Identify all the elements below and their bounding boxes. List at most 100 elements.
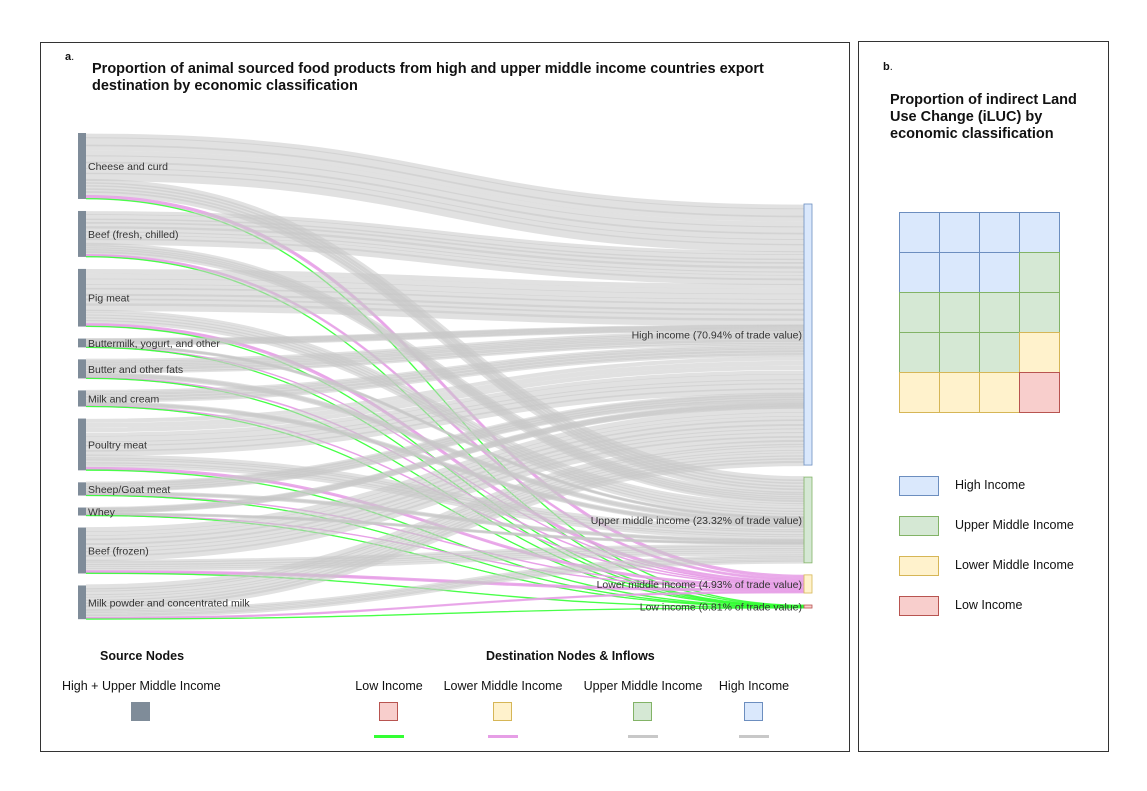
sankey-link-high bbox=[85, 407, 805, 533]
destination-node-upper_middle[interactable] bbox=[803, 476, 813, 564]
sankey-link-high bbox=[85, 423, 805, 549]
sankey-link-high bbox=[85, 353, 805, 401]
panel-b-letter: b. bbox=[883, 61, 893, 73]
sankey-link-high bbox=[85, 400, 805, 493]
sankey-link-high bbox=[85, 458, 805, 608]
waffle-legend-swatch bbox=[899, 476, 939, 496]
sankey-link-high bbox=[85, 339, 805, 371]
sankey-link-high bbox=[85, 397, 805, 489]
legend-destination-swatch-high bbox=[744, 702, 763, 721]
source-node[interactable] bbox=[78, 338, 86, 348]
source-node-label: Milk and cream bbox=[88, 393, 159, 405]
waffle-cell-upper_middle bbox=[899, 292, 940, 333]
source-node[interactable] bbox=[78, 268, 86, 327]
source-node[interactable] bbox=[78, 390, 86, 407]
source-node[interactable] bbox=[78, 359, 86, 379]
sankey-link-lower_middle bbox=[85, 591, 805, 620]
sankey-link-high bbox=[85, 382, 805, 452]
sankey-link-high bbox=[85, 334, 805, 366]
sankey-link-high bbox=[85, 214, 805, 261]
waffle-cell-high bbox=[939, 252, 980, 293]
legend-source-label: High + Upper Middle Income bbox=[62, 679, 221, 693]
source-node-label: Sheep/Goat meat bbox=[88, 484, 170, 496]
sankey-link-high bbox=[85, 330, 805, 362]
waffle-cell-upper_middle bbox=[1019, 252, 1060, 293]
sankey-link-high bbox=[85, 439, 805, 590]
sankey-link-upper_middle bbox=[85, 464, 805, 540]
source-node[interactable] bbox=[78, 507, 86, 516]
legend-inflow-line-low bbox=[374, 735, 404, 738]
sankey-link-upper_middle bbox=[85, 345, 805, 520]
sankey-link-high bbox=[85, 234, 805, 281]
legend-destination-heading: Destination Nodes & Inflows bbox=[486, 649, 655, 663]
destination-node-lower_middle[interactable] bbox=[803, 574, 813, 594]
source-node[interactable] bbox=[78, 585, 86, 620]
sankey-link-upper_middle bbox=[85, 545, 805, 566]
sankey-link-high bbox=[85, 155, 805, 235]
source-node-label: Poultry meat bbox=[88, 439, 147, 451]
sankey-link-high bbox=[85, 449, 805, 598]
legend-destination-label-upper_middle: Upper Middle Income bbox=[583, 679, 703, 693]
source-node[interactable] bbox=[78, 482, 86, 496]
panel-a-title: Proportion of animal sourced food produc… bbox=[92, 61, 764, 94]
waffle-cell-upper_middle bbox=[1019, 292, 1060, 333]
waffle-cell-upper_middle bbox=[979, 332, 1020, 373]
waffle-cell-high bbox=[1019, 212, 1060, 253]
source-node-label: Whey bbox=[88, 507, 116, 519]
sankey-link-high bbox=[85, 365, 805, 433]
sankey-link-high bbox=[85, 351, 805, 400]
source-node[interactable] bbox=[78, 210, 86, 257]
sankey-link-high bbox=[85, 406, 805, 514]
sankey-link-upper_middle bbox=[85, 404, 805, 528]
sankey-link-high bbox=[85, 221, 805, 269]
sankey-link-upper_middle bbox=[85, 560, 805, 618]
source-node-label: Pig meat bbox=[88, 293, 130, 305]
panel-b-waffle: b. Proportion of indirect Land Use Chang… bbox=[858, 41, 1109, 752]
sankey-link-high bbox=[85, 218, 805, 264]
destination-node-low[interactable] bbox=[803, 604, 813, 609]
sankey-link-lower_middle bbox=[85, 570, 805, 591]
sankey-link-high bbox=[85, 416, 805, 541]
sankey-link-high bbox=[85, 269, 805, 289]
sankey-link-high bbox=[85, 161, 805, 240]
sankey-link-high bbox=[85, 332, 805, 364]
waffle-cell-high bbox=[939, 212, 980, 253]
legend-destination-label-high: High Income bbox=[718, 679, 790, 693]
destination-node-high[interactable] bbox=[803, 203, 813, 466]
destination-nodes: High income (70.94% of trade value) Upper… bbox=[591, 203, 813, 614]
sankey-link-high bbox=[85, 211, 805, 256]
destination-node-label: Lower middle income (4.93% of trade valu… bbox=[597, 579, 802, 591]
sankey-link-high bbox=[85, 428, 805, 553]
waffle-cell-high bbox=[899, 212, 940, 253]
sankey-link-high bbox=[85, 388, 805, 456]
waffle-cell-lower_middle bbox=[1019, 332, 1060, 373]
source-node[interactable] bbox=[78, 527, 86, 574]
source-node[interactable] bbox=[78, 133, 86, 199]
source-node-label: Butter and other fats bbox=[88, 364, 183, 376]
waffle-legend-swatch bbox=[899, 596, 939, 616]
sankey-link-high bbox=[85, 337, 805, 369]
sankey-link-high bbox=[85, 412, 805, 536]
sankey-link-upper_middle bbox=[85, 552, 805, 572]
sankey-link-high bbox=[85, 452, 805, 602]
sankey-link-high bbox=[85, 446, 805, 596]
sankey-link-high bbox=[85, 150, 805, 228]
sankey-link-low bbox=[85, 607, 805, 620]
waffle-grid bbox=[899, 212, 1060, 413]
sankey-link-high bbox=[85, 340, 805, 372]
sankey-link-high bbox=[85, 298, 805, 321]
sankey-link-high bbox=[85, 350, 805, 399]
source-node[interactable] bbox=[78, 418, 86, 471]
sankey-link-high bbox=[85, 354, 805, 403]
sankey-link-high bbox=[85, 238, 805, 286]
legend-source-heading: Source Nodes bbox=[100, 649, 185, 663]
legend-inflow-line-upper_middle bbox=[628, 735, 658, 738]
sankey-link-high bbox=[85, 284, 805, 305]
sankey-link-high bbox=[85, 460, 805, 611]
waffle-cell-upper_middle bbox=[979, 292, 1020, 333]
sankey-link-high bbox=[85, 167, 805, 246]
waffle-cell-high bbox=[979, 252, 1020, 293]
legend-destination-swatch-upper_middle bbox=[633, 702, 652, 721]
sankey-link-high bbox=[85, 273, 805, 295]
sankey-link-upper_middle bbox=[85, 554, 805, 612]
